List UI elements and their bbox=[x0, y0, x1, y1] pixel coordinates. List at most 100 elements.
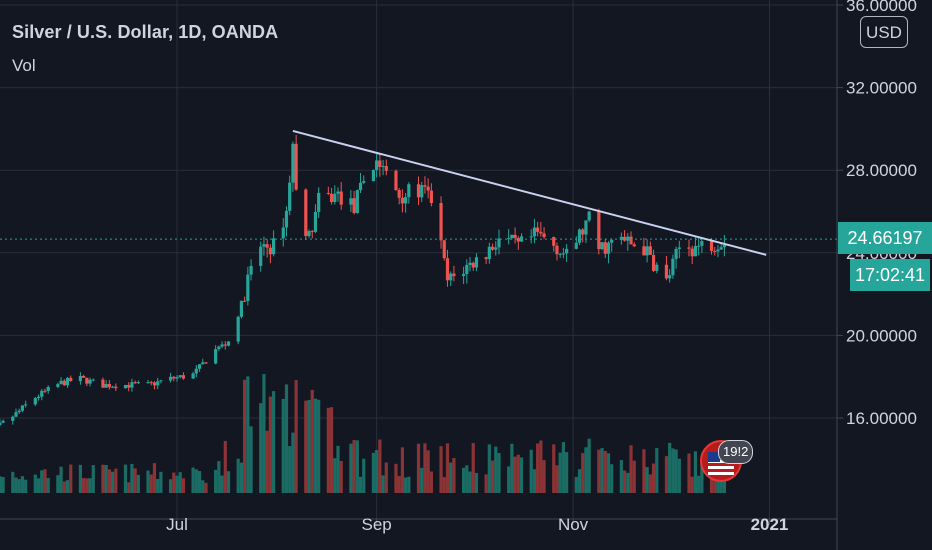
candle-body bbox=[716, 249, 720, 252]
volume-bar bbox=[223, 440, 227, 493]
volume-bar bbox=[375, 449, 379, 493]
candle-body bbox=[516, 237, 520, 242]
volume-indicator-label[interactable]: Vol bbox=[12, 56, 36, 75]
candle-body bbox=[197, 364, 202, 369]
candle-body bbox=[603, 242, 607, 254]
volume-bar bbox=[622, 470, 627, 493]
candle-body bbox=[243, 300, 247, 302]
candle-body bbox=[468, 262, 472, 265]
candle-body bbox=[632, 244, 636, 247]
volume-bar bbox=[65, 480, 70, 493]
volume-bar bbox=[329, 407, 334, 493]
candle-body bbox=[1, 420, 5, 423]
volume-bar bbox=[78, 464, 82, 493]
candle-body bbox=[552, 237, 556, 246]
volume-bar bbox=[217, 461, 221, 493]
trendline[interactable] bbox=[292, 129, 767, 256]
volume-bar bbox=[629, 445, 633, 493]
volume-bar bbox=[487, 444, 491, 493]
volume-bar bbox=[619, 460, 623, 493]
candle-body bbox=[648, 246, 652, 255]
volume-bar bbox=[59, 466, 63, 493]
price-tick-label: 16.00000 bbox=[846, 409, 917, 428]
volume-bar bbox=[197, 470, 202, 493]
volume-bar bbox=[513, 456, 517, 493]
candle-body bbox=[20, 405, 25, 411]
candle-body bbox=[307, 231, 311, 237]
volume-bar bbox=[11, 471, 15, 493]
volume-bar bbox=[645, 466, 649, 493]
volume-bar bbox=[349, 443, 353, 493]
candle-body bbox=[384, 166, 388, 171]
candle-body bbox=[510, 234, 514, 239]
volume-bar bbox=[249, 426, 253, 493]
volume-bar bbox=[191, 467, 195, 493]
volume-bar bbox=[336, 445, 340, 493]
candle-body bbox=[272, 238, 276, 255]
volume-bar bbox=[101, 464, 105, 493]
candle-body bbox=[288, 182, 292, 211]
volume-bar bbox=[677, 458, 681, 493]
volume-bar bbox=[648, 474, 652, 493]
candle-body bbox=[529, 236, 533, 238]
candle-body bbox=[43, 390, 47, 392]
candle-body bbox=[690, 248, 694, 257]
volume-bar bbox=[333, 458, 337, 493]
candle-body bbox=[355, 190, 359, 213]
candle-body bbox=[629, 236, 633, 245]
candle-body bbox=[584, 220, 588, 235]
volume-bar bbox=[497, 453, 501, 493]
volume-bar bbox=[407, 476, 411, 493]
price-tick-label: 28.00000 bbox=[846, 161, 917, 180]
candle-body bbox=[622, 236, 627, 241]
volume-bar bbox=[85, 478, 89, 493]
candle-body bbox=[381, 166, 385, 168]
volume-bar bbox=[0, 476, 2, 493]
volume-bar bbox=[130, 463, 134, 493]
candle-body bbox=[565, 248, 569, 254]
volume-bar bbox=[107, 469, 111, 493]
news-badge[interactable]: 19!2 bbox=[718, 440, 754, 464]
candle-body bbox=[168, 376, 173, 381]
volume-bar bbox=[587, 438, 591, 493]
volume-bar bbox=[490, 460, 495, 493]
grid bbox=[0, 0, 837, 519]
volume-bar bbox=[181, 478, 186, 493]
currency-button[interactable]: USD bbox=[860, 16, 908, 48]
candle-body bbox=[104, 383, 108, 388]
volume-bar bbox=[426, 450, 430, 493]
volume-bar bbox=[606, 453, 611, 493]
volume-bar bbox=[700, 461, 704, 493]
candle-body bbox=[600, 242, 604, 250]
candle-body bbox=[217, 346, 221, 350]
volume-bar bbox=[697, 475, 701, 493]
price-axis[interactable]: 36.0000032.0000028.0000024.0000020.00000… bbox=[837, 0, 917, 428]
candle-body bbox=[404, 197, 408, 204]
candle-body bbox=[587, 211, 591, 221]
volume-bar bbox=[642, 449, 646, 493]
volume-bar bbox=[577, 469, 582, 493]
candle-body bbox=[375, 160, 379, 171]
volume-bar bbox=[133, 468, 137, 493]
candle-body bbox=[24, 404, 28, 406]
candle-body bbox=[619, 236, 623, 240]
candle-body bbox=[671, 258, 675, 276]
volume-bar bbox=[452, 458, 456, 493]
time-tick-label: Jul bbox=[166, 515, 188, 534]
candle-body bbox=[123, 384, 128, 389]
time-axis[interactable]: Jul Sep Nov 2021 bbox=[166, 515, 788, 534]
volume-bar bbox=[214, 469, 218, 493]
volume-bar bbox=[69, 464, 73, 493]
candle-body bbox=[88, 379, 92, 384]
candle-body bbox=[668, 275, 672, 279]
candle-body bbox=[416, 184, 421, 198]
volume-bar bbox=[243, 379, 247, 493]
volume-bar bbox=[307, 400, 311, 493]
candle-body bbox=[159, 380, 163, 382]
volume-bar bbox=[626, 472, 630, 493]
volume-bar bbox=[471, 443, 475, 493]
volume-bar bbox=[610, 464, 614, 493]
candle-body bbox=[317, 192, 321, 212]
